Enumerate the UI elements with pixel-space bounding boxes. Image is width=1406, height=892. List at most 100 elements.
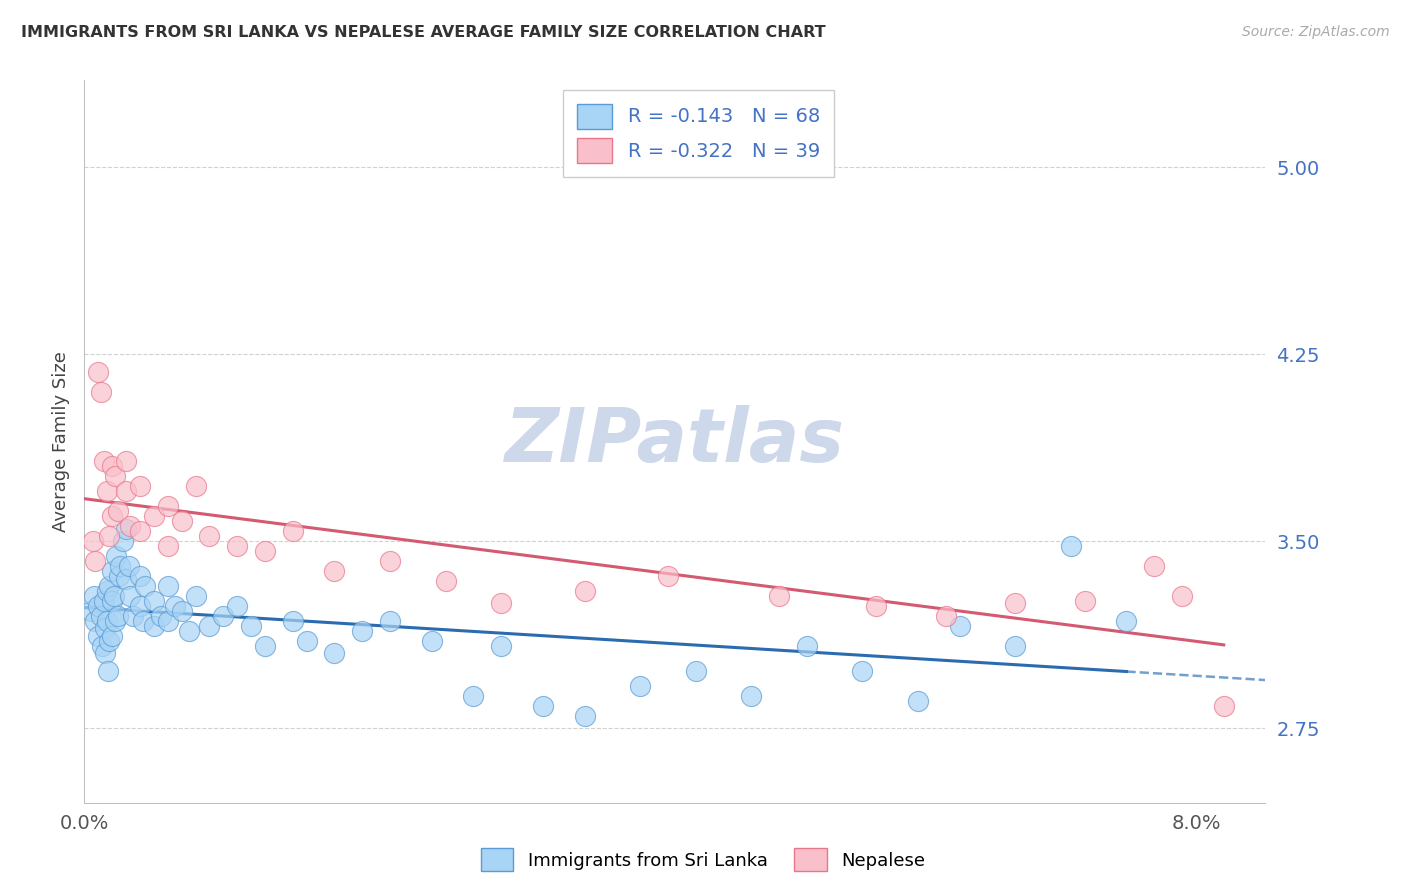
- Point: [82, 534, 104, 549]
- Point: [489, 639, 512, 653]
- Point: [93, 594, 115, 608]
- Point: [253, 639, 276, 653]
- Point: [198, 529, 221, 543]
- Point: [1143, 559, 1166, 574]
- Point: [103, 589, 125, 603]
- Point: [1115, 614, 1137, 628]
- Point: [98, 633, 121, 648]
- Point: [104, 469, 127, 483]
- Point: [531, 698, 554, 713]
- Point: [489, 597, 512, 611]
- Point: [281, 524, 304, 539]
- Point: [108, 569, 131, 583]
- Point: [87, 599, 110, 613]
- Point: [101, 564, 124, 578]
- Point: [163, 599, 186, 613]
- Point: [101, 459, 124, 474]
- Point: [94, 621, 117, 635]
- Point: [177, 624, 200, 638]
- Point: [240, 619, 263, 633]
- Point: [142, 509, 165, 524]
- Point: [84, 614, 107, 628]
- Point: [657, 569, 679, 583]
- Point: [101, 509, 124, 524]
- Point: [1212, 698, 1234, 713]
- Point: [170, 604, 193, 618]
- Point: [1004, 597, 1026, 611]
- Point: [110, 559, 132, 574]
- Point: [115, 484, 138, 499]
- Point: [120, 589, 142, 603]
- Point: [865, 599, 887, 613]
- Point: [156, 579, 179, 593]
- Point: [96, 614, 118, 628]
- Point: [97, 664, 120, 678]
- Point: [226, 599, 249, 613]
- Point: [685, 664, 707, 678]
- Point: [90, 384, 112, 399]
- Point: [851, 664, 873, 678]
- Text: Source: ZipAtlas.com: Source: ZipAtlas.com: [1241, 25, 1389, 39]
- Point: [628, 679, 651, 693]
- Point: [129, 599, 152, 613]
- Point: [281, 614, 304, 628]
- Point: [101, 629, 124, 643]
- Point: [184, 589, 207, 603]
- Point: [129, 524, 152, 539]
- Point: [156, 539, 179, 553]
- Point: [87, 629, 110, 643]
- Point: [156, 500, 179, 514]
- Point: [184, 479, 207, 493]
- Point: [768, 589, 790, 603]
- Point: [120, 519, 142, 533]
- Legend: R = -0.143   N = 68, R = -0.322   N = 39: R = -0.143 N = 68, R = -0.322 N = 39: [564, 90, 834, 177]
- Point: [253, 544, 276, 558]
- Point: [434, 574, 457, 588]
- Point: [1074, 594, 1097, 608]
- Point: [107, 504, 129, 518]
- Point: [87, 365, 110, 379]
- Point: [935, 609, 957, 624]
- Point: [91, 639, 114, 653]
- Point: [378, 554, 401, 568]
- Point: [129, 479, 152, 493]
- Point: [115, 522, 138, 536]
- Point: [107, 609, 129, 624]
- Point: [949, 619, 972, 633]
- Point: [226, 539, 249, 553]
- Point: [198, 619, 221, 633]
- Point: [212, 609, 235, 624]
- Point: [115, 454, 138, 468]
- Point: [149, 609, 172, 624]
- Point: [378, 614, 401, 628]
- Point: [295, 633, 318, 648]
- Point: [112, 534, 135, 549]
- Point: [93, 454, 115, 468]
- Point: [96, 484, 118, 499]
- Point: [98, 529, 121, 543]
- Point: [84, 554, 107, 568]
- Point: [142, 594, 165, 608]
- Point: [98, 579, 121, 593]
- Point: [352, 624, 374, 638]
- Point: [156, 614, 179, 628]
- Text: ZIPatlas: ZIPatlas: [505, 405, 845, 478]
- Point: [796, 639, 818, 653]
- Point: [96, 584, 118, 599]
- Point: [142, 619, 165, 633]
- Point: [134, 579, 156, 593]
- Point: [105, 549, 128, 563]
- Point: [1171, 589, 1194, 603]
- Point: [132, 614, 155, 628]
- Point: [420, 633, 443, 648]
- Point: [101, 594, 124, 608]
- Point: [574, 708, 596, 723]
- Y-axis label: Average Family Size: Average Family Size: [52, 351, 70, 532]
- Point: [122, 609, 145, 624]
- Point: [170, 514, 193, 528]
- Point: [574, 584, 596, 599]
- Point: [323, 646, 346, 660]
- Point: [1060, 539, 1083, 553]
- Point: [323, 564, 346, 578]
- Point: [104, 614, 127, 628]
